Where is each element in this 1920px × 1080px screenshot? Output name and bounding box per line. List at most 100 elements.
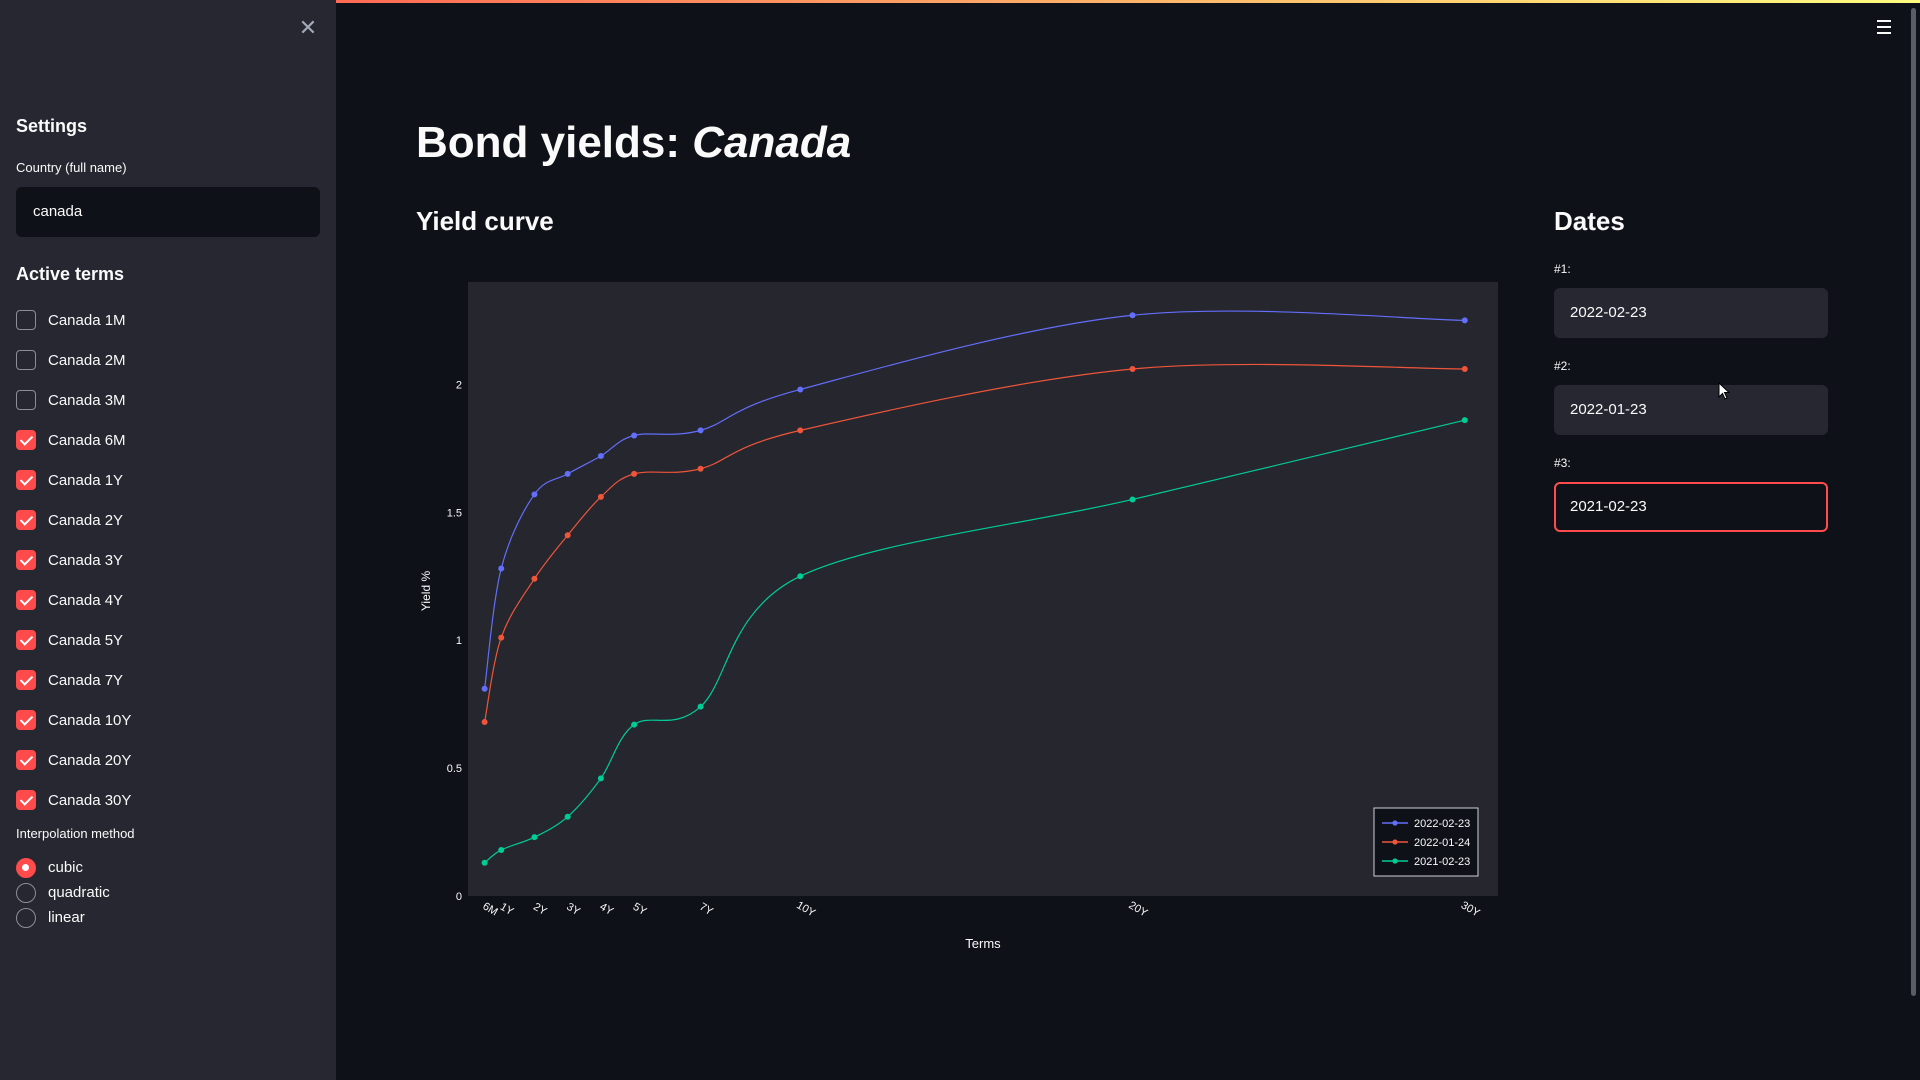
data-point [1130,312,1136,318]
term-checkbox-row[interactable]: Canada 4Y [16,580,131,620]
date-1-input[interactable]: 2022-02-23 [1554,288,1828,338]
term-checkbox-row[interactable]: Canada 3M [16,380,131,420]
data-point [1130,366,1136,372]
close-sidebar-icon[interactable]: ✕ [296,16,320,40]
data-point [1462,417,1468,423]
y-tick-label: 2 [456,379,462,391]
date-1-label: #1: [1554,262,1571,276]
date-3-label: #3: [1554,456,1571,470]
x-tick-label: 10Y [794,899,818,920]
interp-label: Interpolation method [16,826,135,841]
term-checkbox-row[interactable]: Canada 1M [16,300,131,340]
date-2-input[interactable]: 2022-01-23 [1554,385,1828,435]
checkbox-unchecked[interactable] [16,310,36,330]
data-point [631,471,637,477]
interp-radio-cubic[interactable]: cubic [16,855,110,880]
legend-marker [1392,820,1397,825]
data-point [698,466,704,472]
term-checkbox-row[interactable]: Canada 3Y [16,540,131,580]
checkbox-checked[interactable] [16,590,36,610]
checkbox-checked[interactable] [16,790,36,810]
x-tick-label: 1Y [498,901,516,918]
checkbox-checked[interactable] [16,550,36,570]
interp-radio-linear[interactable]: linear [16,905,110,930]
radio-unselected[interactable] [16,883,36,903]
data-point [1462,366,1468,372]
term-checkbox-row[interactable]: Canada 7Y [16,660,131,700]
data-point [631,433,637,439]
checkbox-checked[interactable] [16,430,36,450]
y-tick-label: 1.5 [447,507,462,519]
yield-curve-chart[interactable]: 0 0.5 1 1.5 2 6M 1Y 2Y 3Y 4Y 5Y 7Y 10Y 20Y 30Y Terms Yie… [416,270,1506,960]
term-checkbox-row[interactable]: Canada 5Y [16,620,131,660]
data-point [631,722,637,728]
radio-selected[interactable] [16,858,36,878]
checkbox-unchecked[interactable] [16,350,36,370]
term-label: Canada 5Y [48,632,123,649]
radio-label: cubic [48,859,83,876]
data-point [698,427,704,433]
term-label: Canada 3Y [48,552,123,569]
interp-radio-quadratic[interactable]: quadratic [16,880,110,905]
legend-label: 2022-02-23 [1414,818,1470,830]
term-label: Canada 2M [48,352,126,369]
term-checkbox-row[interactable]: Canada 30Y [16,780,131,820]
term-checkbox-row[interactable]: Canada 1Y [16,460,131,500]
page-title-country: Canada [692,118,851,167]
terms-list: Canada 1M Canada 2M Canada 3M Canada 6M Cana… [16,300,131,820]
term-label: Canada 1Y [48,472,123,489]
data-point [797,573,803,579]
term-label: Canada 30Y [48,792,131,809]
term-checkbox-row[interactable]: Canada 2Y [16,500,131,540]
country-input[interactable]: canada [16,187,320,237]
checkbox-checked[interactable] [16,630,36,650]
radio-unselected[interactable] [16,908,36,928]
country-label: Country (full name) [16,160,127,175]
data-point [598,775,604,781]
x-tick-label: 2Y [531,901,549,918]
term-label: Canada 10Y [48,712,131,729]
x-axis-title: Terms [965,936,1001,951]
term-checkbox-row[interactable]: Canada 20Y [16,740,131,780]
date-2-label: #2: [1554,359,1571,373]
term-checkbox-row[interactable]: Canada 6M [16,420,131,460]
data-point [698,704,704,710]
x-tick-label: 4Y [598,901,616,918]
x-tick-label: 5Y [631,901,649,918]
term-label: Canada 4Y [48,592,123,609]
data-point [1462,317,1468,323]
page-title-prefix: Bond yields: [416,118,692,167]
data-point [797,386,803,392]
checkbox-checked[interactable] [16,510,36,530]
active-terms-heading: Active terms [16,264,124,285]
x-tick-label: 6M [480,900,499,918]
checkbox-checked[interactable] [16,470,36,490]
data-point [1130,496,1136,502]
checkbox-checked[interactable] [16,710,36,730]
scrollbar[interactable] [1911,8,1916,996]
term-checkbox-row[interactable]: Canada 2M [16,340,131,380]
term-checkbox-row[interactable]: Canada 10Y [16,700,131,740]
checkbox-checked[interactable] [16,670,36,690]
data-point [498,847,504,853]
hamburger-menu-icon[interactable] [1872,16,1896,40]
y-tick-label: 1 [456,635,462,647]
dates-heading: Dates [1554,206,1625,237]
data-point [482,719,488,725]
term-label: Canada 3M [48,392,126,409]
data-point [531,576,537,582]
checkbox-unchecked[interactable] [16,390,36,410]
page-title: Bond yields: Canada [416,118,851,168]
checkbox-checked[interactable] [16,750,36,770]
legend-marker [1392,839,1397,844]
term-label: Canada 7Y [48,672,123,689]
x-tick-label: 3Y [564,901,582,918]
x-tick-label: 7Y [697,901,715,918]
y-axis-title: Yield % [419,571,433,612]
data-point [565,532,571,538]
x-tick-label: 30Y [1459,899,1483,920]
data-point [598,453,604,459]
interp-radio-group: cubic quadratic linear [16,855,110,930]
date-3-input[interactable]: 2021-02-23 [1554,482,1828,532]
